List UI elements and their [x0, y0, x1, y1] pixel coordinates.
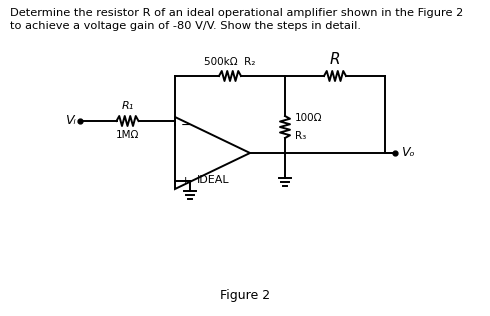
Text: to achieve a voltage gain of -80 V/V. Show the steps in detail.: to achieve a voltage gain of -80 V/V. Sh… — [10, 21, 361, 31]
Text: +: + — [181, 176, 191, 186]
Text: Vₒ: Vₒ — [401, 147, 415, 160]
Text: R: R — [330, 52, 341, 67]
Text: Determine the resistor R of an ideal operational amplifier shown in the Figure 2: Determine the resistor R of an ideal ope… — [10, 8, 463, 18]
Text: 500kΩ  R₂: 500kΩ R₂ — [204, 57, 256, 67]
Text: 100Ω: 100Ω — [295, 113, 322, 123]
Text: R₃: R₃ — [295, 131, 306, 141]
Text: 1MΩ: 1MΩ — [116, 130, 139, 140]
Text: IDEAL: IDEAL — [196, 175, 229, 185]
Text: R₁: R₁ — [122, 101, 134, 111]
Text: Figure 2: Figure 2 — [220, 289, 270, 302]
Text: Vᵢ: Vᵢ — [65, 114, 76, 127]
Text: −: − — [181, 118, 192, 131]
